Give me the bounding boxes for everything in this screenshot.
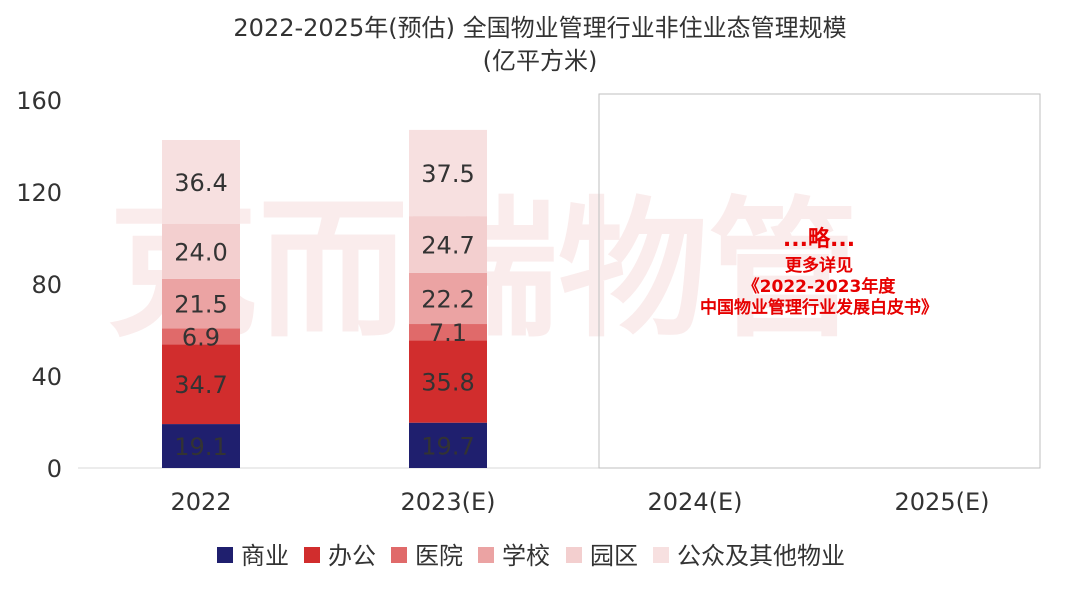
data-label: 35.8: [421, 369, 474, 397]
legend-label: 商业: [241, 542, 289, 570]
chart-title-line2: (亿平方米): [483, 47, 598, 75]
data-label: 34.7: [174, 371, 227, 399]
bar-segment: [162, 278, 240, 329]
legend-label: 公众及其他物业: [677, 542, 845, 570]
legend-swatch: [304, 547, 320, 563]
data-label: 7.1: [429, 319, 467, 347]
bar-segment: [409, 216, 487, 273]
x-category-label: 2023(E): [401, 488, 496, 516]
legend-swatch: [478, 547, 494, 563]
data-label: 24.0: [174, 238, 227, 266]
data-label: 22.2: [421, 285, 474, 313]
legend: 商业 办公 医院 学校 园区 公众及其他物业: [217, 542, 845, 570]
y-tick-label: 160: [16, 87, 62, 115]
bar-segment: [162, 223, 240, 279]
annotation-line2: 更多详见: [785, 255, 853, 276]
y-tick-label: 120: [16, 179, 62, 207]
annotation-line4: 中国物业管理行业发展白皮书》: [700, 297, 938, 318]
x-category-label: 2024(E): [648, 488, 743, 516]
x-category-label: 2025(E): [895, 488, 990, 516]
bar-segment: [162, 424, 240, 468]
data-label: 19.7: [421, 432, 474, 460]
data-label: 37.5: [421, 160, 474, 188]
legend-swatch: [566, 547, 582, 563]
y-tick-label: 80: [31, 271, 62, 299]
legend-swatch: [391, 547, 407, 563]
y-tick-label: 0: [47, 455, 62, 483]
data-label: 6.9: [182, 323, 220, 351]
data-label: 21.5: [174, 291, 227, 319]
annotation-line3: 《2022-2023年度: [743, 276, 897, 297]
x-category-label: 2022: [170, 488, 231, 516]
legend-swatch: [217, 547, 233, 563]
bar-segment: [162, 344, 240, 425]
legend-swatch: [653, 547, 669, 563]
annotation-box: [598, 93, 1041, 469]
y-tick-label: 40: [31, 363, 62, 391]
chart-title-line1: 2022-2025年(预估) 全国物业管理行业非住业态管理规模: [233, 14, 846, 42]
legend-label: 学校: [502, 542, 550, 570]
bar-segment: [162, 140, 240, 224]
legend-label: 园区: [590, 542, 638, 570]
data-label: 19.1: [174, 433, 227, 461]
legend-label: 办公: [328, 542, 376, 570]
bar-segment: [409, 324, 487, 341]
legend-label: 医院: [415, 542, 463, 570]
y-axis: 0 40 80 120 160: [16, 87, 62, 483]
annotation-line1: ...略...: [783, 226, 855, 252]
bars: 19.1 34.7 6.9 21.5 24.0 36.4 19.7 35.8 7.1 22.2 24…: [162, 129, 487, 468]
bar-segment: [162, 328, 240, 345]
data-label: 24.7: [421, 232, 474, 260]
bar-segment: [409, 272, 487, 325]
bar-segment: [409, 340, 487, 423]
bar-segment: [409, 129, 487, 217]
x-axis: 2022 2023(E) 2024(E) 2025(E): [170, 488, 989, 516]
bar-segment: [409, 422, 487, 468]
data-label: 36.4: [174, 169, 227, 197]
